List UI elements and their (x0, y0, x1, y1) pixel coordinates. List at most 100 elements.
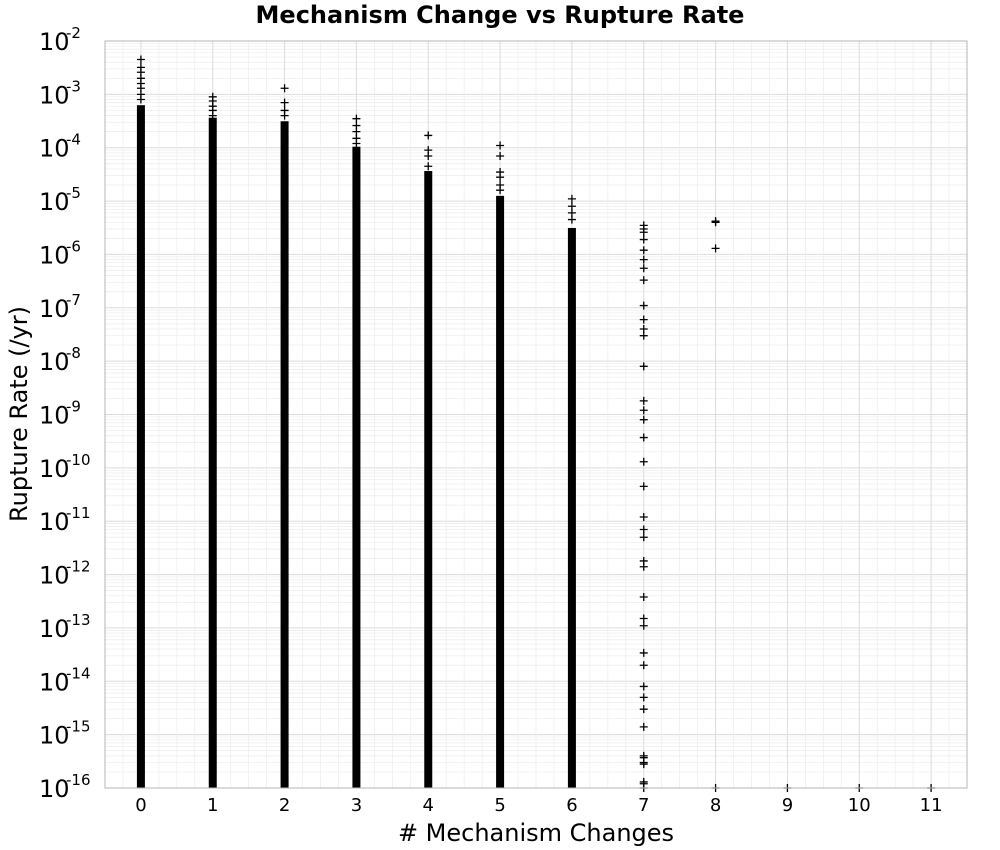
y-tick-exponent: -9 (66, 398, 81, 416)
y-axis-label: Rupture Rate (/yr) (5, 306, 33, 522)
y-tick-label: 10-7 (39, 291, 81, 323)
data-point (567, 194, 576, 203)
data-point (639, 682, 648, 691)
y-tick-label: 10-4 (39, 131, 81, 163)
y-tick-base: 10 (39, 562, 70, 590)
y-tick-label: 10-9 (39, 398, 81, 430)
data-point (208, 111, 217, 120)
data-point (639, 621, 648, 630)
y-tick-label: 10-15 (39, 718, 91, 750)
x-axis-label: # Mechanism Changes (398, 819, 674, 847)
data-point (639, 648, 648, 657)
data-point (567, 215, 576, 224)
dense-point-band (136, 105, 145, 789)
data-point (280, 111, 289, 120)
x-tick-label: 9 (782, 795, 793, 816)
data-point (639, 705, 648, 714)
data-point (639, 482, 648, 491)
data-column-1 (208, 92, 217, 788)
dense-point-band (567, 227, 576, 788)
data-point (639, 457, 648, 466)
y-tick-label: 10-10 (39, 451, 91, 483)
y-tick-exponent: -11 (66, 504, 91, 522)
dense-point-band (280, 121, 289, 788)
y-tick-exponent: -10 (66, 451, 91, 469)
y-tick-label: 10-13 (39, 611, 91, 643)
x-tick-label: 7 (638, 795, 649, 816)
x-tick-label: 6 (566, 795, 577, 816)
data-point (136, 55, 145, 64)
y-tick-base: 10 (39, 722, 70, 750)
data-point (424, 131, 433, 140)
data-point (711, 218, 720, 227)
x-tick-label: 2 (279, 795, 290, 816)
data-point (639, 362, 648, 371)
y-tick-exponent: -14 (66, 664, 91, 682)
chart-title: Mechanism Change vs Rupture Rate (256, 1, 745, 29)
data-point (639, 396, 648, 405)
grid-lines (104, 40, 968, 789)
x-tick-label: 5 (494, 795, 505, 816)
y-tick-exponent: -2 (66, 24, 81, 42)
data-point (639, 235, 648, 244)
data-point (639, 406, 648, 415)
data-point (639, 693, 648, 702)
data-point (424, 162, 433, 171)
dense-point-band (352, 146, 361, 788)
y-tick-label: 10-5 (39, 184, 81, 216)
y-tick-exponent: -15 (66, 718, 91, 736)
data-point (639, 614, 648, 623)
data-point (496, 186, 505, 195)
y-tick-label: 10-8 (39, 344, 81, 376)
y-tick-base: 10 (39, 295, 70, 323)
data-point (639, 246, 648, 255)
data-point (639, 415, 648, 424)
data-point (639, 512, 648, 521)
data-point (639, 525, 648, 534)
data-point (639, 315, 648, 324)
y-tick-exponent: -5 (66, 184, 81, 202)
data-point (280, 84, 289, 93)
x-tick-label: 3 (351, 795, 362, 816)
y-tick-exponent: -8 (66, 344, 81, 362)
x-tick-label: 4 (423, 795, 434, 816)
y-tick-label: 10-11 (39, 504, 91, 536)
y-tick-base: 10 (39, 668, 70, 696)
data-point (136, 95, 145, 104)
data-point (711, 244, 720, 253)
y-axis-ticks: 10-1610-1510-1410-1310-1210-1110-1010-91… (39, 24, 91, 803)
data-point (496, 141, 505, 150)
y-tick-base: 10 (39, 402, 70, 430)
y-tick-base: 10 (39, 348, 70, 376)
y-tick-base: 10 (39, 775, 70, 803)
y-tick-label: 10-12 (39, 558, 91, 590)
y-tick-label: 10-6 (39, 237, 81, 269)
y-tick-base: 10 (39, 81, 70, 109)
x-tick-label: 0 (135, 795, 146, 816)
dense-point-band (424, 171, 433, 789)
data-point (639, 592, 648, 601)
y-tick-base: 10 (39, 455, 70, 483)
x-tick-label: 11 (920, 795, 943, 816)
data-point (639, 264, 648, 273)
data-point (352, 139, 361, 148)
data-point (639, 533, 648, 542)
data-column-7 (639, 221, 648, 792)
y-tick-exponent: -7 (66, 291, 81, 309)
data-point (352, 114, 361, 123)
y-tick-base: 10 (39, 135, 70, 163)
y-tick-exponent: -6 (66, 237, 81, 255)
plot-frame (104, 40, 968, 789)
data-point (639, 276, 648, 285)
data-point (639, 562, 648, 571)
y-tick-base: 10 (39, 188, 70, 216)
data-point (639, 301, 648, 310)
x-tick-label: 10 (848, 795, 871, 816)
data-column-4 (424, 131, 433, 789)
y-tick-exponent: -16 (66, 771, 91, 789)
x-axis-ticks: 0 1 2 3 4 5 6 7 8 9 10 11 (135, 795, 942, 816)
data-point (496, 173, 505, 182)
data-point (280, 98, 289, 107)
x-tick-label: 8 (710, 795, 721, 816)
